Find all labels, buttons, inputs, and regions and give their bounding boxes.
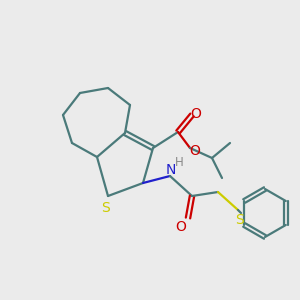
Text: H: H <box>175 157 183 169</box>
Text: S: S <box>236 213 244 227</box>
Text: S: S <box>102 201 110 215</box>
Text: O: O <box>190 144 200 158</box>
Text: O: O <box>176 220 186 234</box>
Text: O: O <box>190 107 201 121</box>
Text: N: N <box>166 163 176 177</box>
